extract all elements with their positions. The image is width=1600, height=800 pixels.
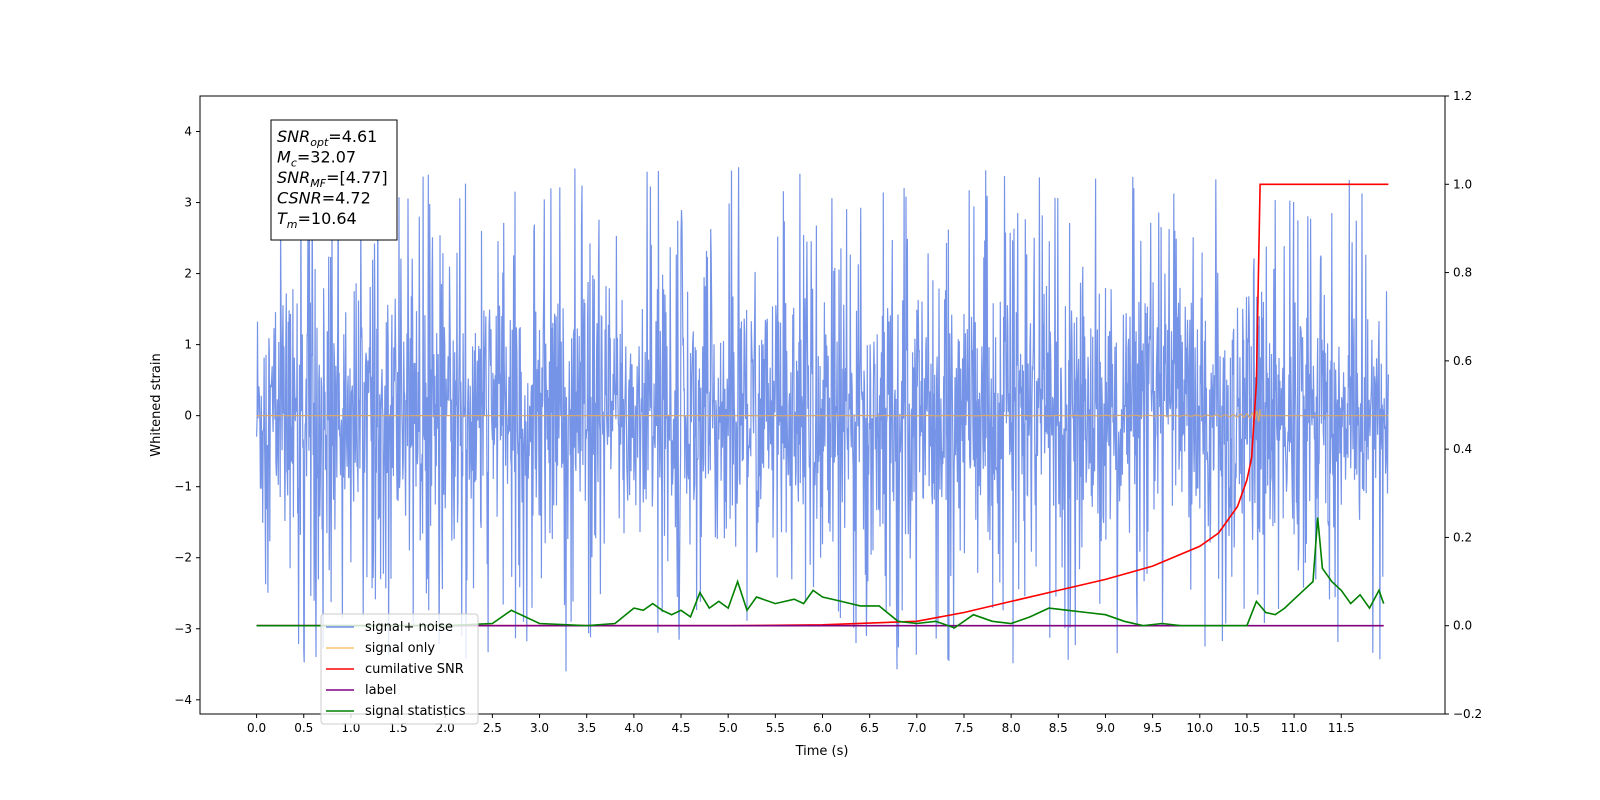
x-tick-label: 9.0	[1096, 721, 1115, 735]
y-tick-label-left: −2	[174, 551, 192, 565]
series-signal-statistics	[256, 517, 1385, 629]
annotation-frame	[270, 119, 398, 241]
y-tick-label-right: 1.0	[1453, 177, 1472, 191]
series-signal-only	[256, 409, 1389, 422]
x-tick-label: 10.5	[1234, 721, 1261, 735]
y-tick-label-right: −0.2	[1453, 707, 1482, 721]
legend: signal+ noise signal only cumilative SNR la…	[320, 613, 479, 725]
x-tick-label: 9.5	[1143, 721, 1162, 735]
x-tick-label: 2.5	[483, 721, 502, 735]
y-tick-label-right: 0.6	[1453, 354, 1472, 368]
series-signal-noise	[256, 167, 1389, 672]
x-tick-label: 5.5	[766, 721, 785, 735]
y-axis-label: Whitened strain	[149, 353, 164, 456]
y-axis-left: 4 3 2 1 0 −1 −2 −3 −4	[174, 125, 200, 707]
x-axis-label: Time (s)	[795, 744, 849, 759]
x-tick-label: 8.5	[1049, 721, 1068, 735]
legend-label: signal only	[365, 641, 435, 656]
x-axis: 0.0 0.5 1.0 1.5 2.0 2.5 3.0 3.5 4.0 4.5 5.0 5.5 6.0 6…	[247, 714, 1355, 735]
y-tick-label-left: −4	[174, 693, 192, 707]
annotation-line: SNRMF=[4.77]	[277, 168, 388, 190]
x-tick-label: 11.5	[1328, 721, 1355, 735]
y-tick-label-left: 4	[184, 125, 192, 139]
x-tick-label: 6.5	[860, 721, 879, 735]
y-tick-label-left: −3	[174, 622, 192, 636]
y-tick-label-right: 0.8	[1453, 266, 1472, 280]
x-tick-label: 10.0	[1186, 721, 1213, 735]
y-tick-label-right: 0.0	[1453, 619, 1472, 633]
legend-label: label	[365, 683, 396, 698]
legend-label: signal statistics	[365, 704, 466, 719]
y-tick-label-right: 0.2	[1453, 530, 1472, 544]
x-tick-label: 11.0	[1281, 721, 1308, 735]
series-cumulative-snr	[256, 183, 1389, 627]
x-tick-label: 0.0	[247, 721, 266, 735]
x-tick-label: 3.0	[530, 721, 549, 735]
x-tick-label: 5.0	[719, 721, 738, 735]
annotation-line: CSNR=4.72	[277, 189, 371, 208]
y-tick-label-right: 0.4	[1453, 442, 1472, 456]
x-tick-label: 7.0	[907, 721, 926, 735]
annotation-line: SNRopt=4.61	[277, 127, 377, 149]
y-axis-right: 1.2 1.0 0.8 0.6 0.4 0.2 0.0 −0.2	[1445, 89, 1482, 721]
x-tick-label: 8.0	[1002, 721, 1021, 735]
x-tick-label: 3.5	[577, 721, 596, 735]
y-tick-label-left: 1	[184, 338, 192, 352]
legend-label: cumilative SNR	[365, 662, 464, 677]
annotation-line: Mc=32.07	[277, 148, 356, 170]
x-tick-label: 4.0	[624, 721, 643, 735]
x-tick-label: 6.0	[813, 721, 832, 735]
x-tick-label: 7.5	[954, 721, 973, 735]
legend-label: signal+ noise	[365, 620, 453, 635]
annotation-box: SNRopt=4.61Mc=32.07SNRMF=[4.77]CSNR=4.72…	[270, 119, 398, 241]
annotation-line: Tm=10.64	[277, 209, 357, 231]
y-tick-label-left: 0	[184, 409, 192, 423]
y-tick-label-left: 3	[184, 196, 192, 210]
y-tick-label-left: 2	[184, 267, 192, 281]
y-tick-label-right: 1.2	[1453, 89, 1472, 103]
x-tick-label: 4.5	[671, 721, 690, 735]
x-tick-label: 0.5	[294, 721, 313, 735]
y-tick-label-left: −1	[174, 480, 192, 494]
legend-frame	[320, 613, 479, 725]
